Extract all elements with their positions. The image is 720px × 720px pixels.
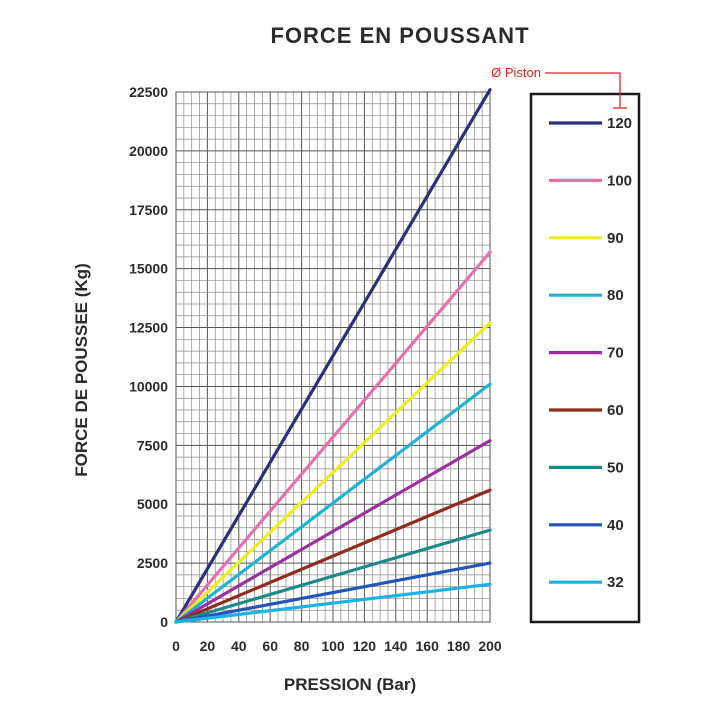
legend-label-40: 40 [607, 517, 624, 534]
y-tick-label: 0 [160, 614, 168, 630]
y-tick-label: 15000 [129, 261, 168, 277]
y-tick-label: 7500 [137, 437, 168, 453]
x-axis-ticks: 0 20 40 60 80 100 120 140 160 180 200 [172, 638, 502, 654]
series-line-40 [174, 561, 492, 624]
x-tick-label: 60 [262, 638, 278, 654]
series-line-60 [174, 488, 492, 624]
y-axis-ticks: 0 2500 5000 7500 10000 12500 15000 17500 20000 22… [129, 84, 168, 630]
y-tick-label: 2500 [137, 555, 168, 571]
legend-label-50: 50 [607, 459, 624, 476]
legend-label-100: 100 [607, 172, 632, 189]
series-line-32 [174, 582, 492, 624]
legend-label-32: 32 [607, 574, 624, 591]
legend-label-80: 80 [607, 287, 624, 304]
x-tick-label: 120 [353, 638, 377, 654]
y-tick-label: 20000 [129, 143, 168, 159]
legend-label-70: 70 [607, 345, 624, 362]
x-tick-label: 40 [231, 638, 247, 654]
piston-annotation-connector [545, 72, 627, 109]
chart-title: FORCE EN POUSSANT [270, 23, 529, 48]
x-tick-label: 180 [447, 638, 471, 654]
legend-label-120: 120 [607, 115, 632, 132]
y-tick-label: 5000 [137, 496, 168, 512]
x-tick-label: 20 [200, 638, 216, 654]
y-axis-title: FORCE DE POUSSEE (Kg) [72, 263, 91, 476]
x-tick-label: 140 [384, 638, 408, 654]
y-tick-label: 17500 [129, 202, 168, 218]
legend-label-60: 60 [607, 402, 624, 419]
y-tick-label: 12500 [129, 320, 168, 336]
series-line-50 [174, 528, 492, 624]
series-line-80 [174, 382, 492, 624]
legend-label-90: 90 [607, 230, 624, 247]
legend: 120 100 90 80 70 60 50 40 32 [549, 115, 632, 591]
x-tick-label: 0 [172, 638, 180, 654]
legend-box [529, 92, 641, 624]
x-tick-label: 200 [478, 638, 502, 654]
series-line-90 [174, 321, 492, 624]
x-tick-label: 100 [321, 638, 345, 654]
x-axis-title: PRESSION (Bar) [284, 675, 416, 694]
y-tick-label: 10000 [129, 378, 168, 394]
x-tick-label: 80 [294, 638, 310, 654]
y-tick-label: 22500 [129, 84, 168, 100]
series-line-100 [174, 250, 492, 624]
series-line-70 [174, 439, 492, 624]
series-lines [174, 88, 492, 624]
series-line-120 [174, 88, 492, 624]
x-tick-label: 160 [416, 638, 440, 654]
piston-annotation: Ø Piston [491, 65, 541, 80]
